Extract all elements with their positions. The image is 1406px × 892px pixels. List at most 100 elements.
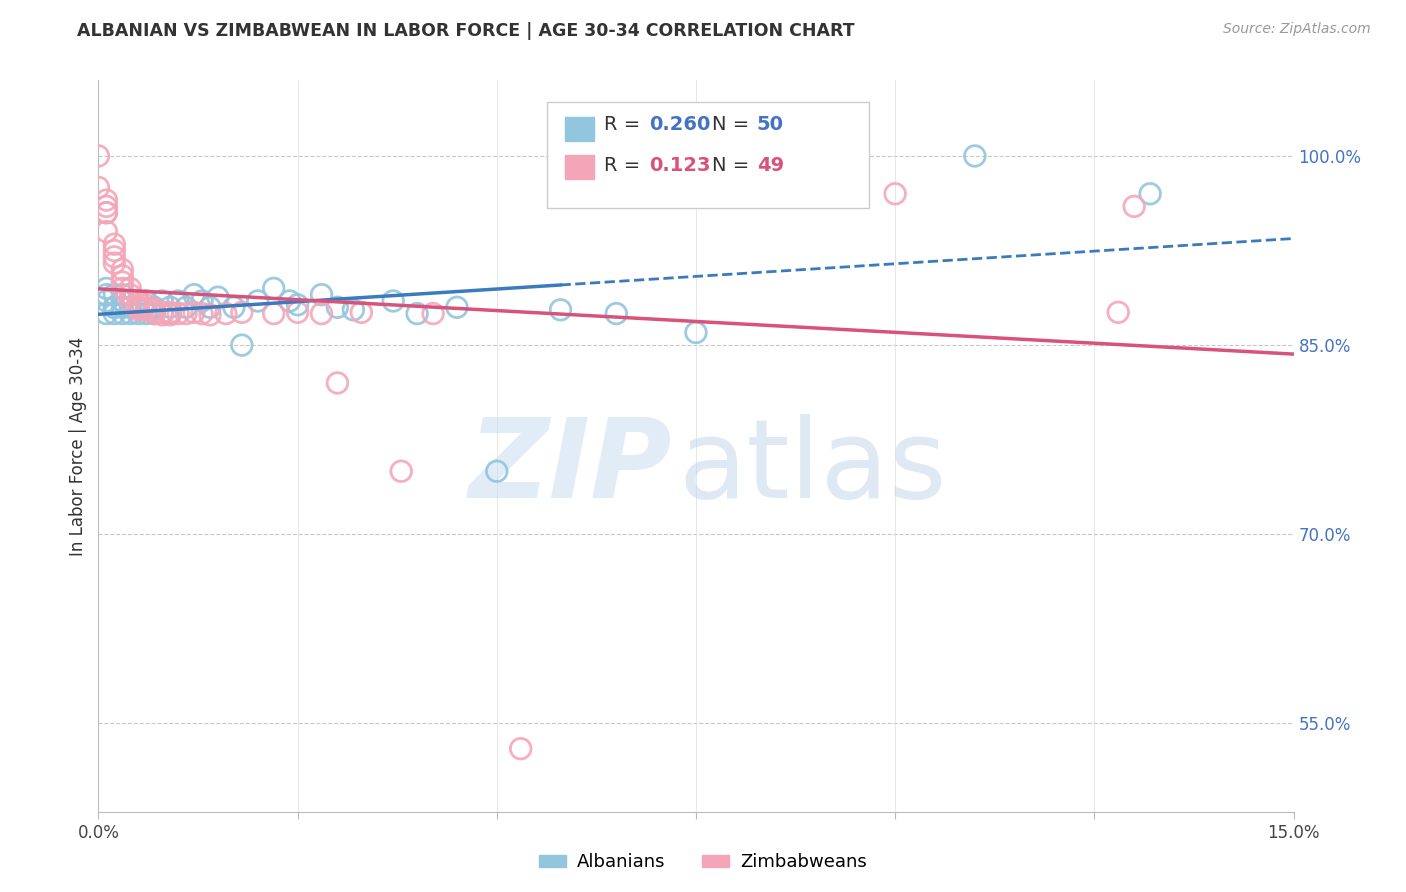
Point bbox=[111, 293, 134, 308]
Point bbox=[135, 302, 157, 317]
Point bbox=[120, 287, 142, 301]
Point bbox=[159, 305, 181, 319]
Point bbox=[287, 298, 309, 312]
Point bbox=[143, 307, 166, 321]
Point bbox=[198, 300, 221, 314]
Point bbox=[215, 307, 238, 321]
Point bbox=[111, 281, 134, 295]
Point bbox=[263, 307, 285, 321]
Point bbox=[96, 199, 118, 213]
Point bbox=[135, 298, 157, 312]
Point bbox=[143, 302, 166, 317]
Point bbox=[685, 326, 707, 340]
Point bbox=[127, 300, 149, 314]
Point bbox=[127, 293, 149, 308]
Point bbox=[96, 193, 118, 207]
Text: 0.260: 0.260 bbox=[650, 115, 711, 135]
Text: ZIP: ZIP bbox=[468, 415, 672, 522]
Point bbox=[406, 307, 429, 321]
Point bbox=[342, 302, 364, 317]
Point bbox=[167, 293, 190, 308]
Point bbox=[174, 300, 197, 314]
Point bbox=[96, 293, 118, 308]
Point bbox=[159, 307, 181, 321]
Point bbox=[120, 293, 142, 308]
Point bbox=[389, 464, 412, 478]
FancyBboxPatch shape bbox=[565, 117, 595, 141]
Point bbox=[111, 293, 134, 308]
Point bbox=[963, 149, 986, 163]
Y-axis label: In Labor Force | Age 30-34: In Labor Force | Age 30-34 bbox=[69, 336, 87, 556]
Point bbox=[159, 308, 181, 322]
Point bbox=[231, 305, 253, 319]
Point bbox=[143, 307, 166, 321]
Point bbox=[1139, 186, 1161, 201]
Point bbox=[382, 293, 405, 308]
Point bbox=[135, 307, 157, 321]
Point bbox=[183, 305, 205, 319]
Point bbox=[87, 180, 110, 194]
Point bbox=[103, 307, 125, 321]
Point bbox=[96, 307, 118, 321]
Point bbox=[183, 287, 205, 301]
Point bbox=[143, 300, 166, 314]
Point bbox=[278, 293, 301, 308]
Point bbox=[509, 741, 531, 756]
Point bbox=[120, 293, 142, 308]
Point bbox=[884, 186, 907, 201]
Point bbox=[111, 275, 134, 289]
Text: N =: N = bbox=[711, 115, 755, 135]
Point bbox=[103, 300, 125, 314]
Point bbox=[120, 281, 142, 295]
Point bbox=[167, 307, 190, 321]
Point bbox=[311, 287, 333, 301]
Point bbox=[96, 205, 118, 219]
Point bbox=[135, 293, 157, 308]
Point bbox=[111, 287, 134, 301]
Point bbox=[103, 237, 125, 252]
Point bbox=[127, 298, 149, 312]
Point bbox=[120, 307, 142, 321]
Point bbox=[191, 307, 214, 321]
Text: R =: R = bbox=[605, 115, 647, 135]
Point bbox=[103, 300, 125, 314]
Point bbox=[111, 307, 134, 321]
Point bbox=[87, 149, 110, 163]
FancyBboxPatch shape bbox=[565, 155, 595, 179]
Text: 0.123: 0.123 bbox=[650, 156, 711, 176]
Point bbox=[111, 300, 134, 314]
Point bbox=[485, 464, 508, 478]
Point bbox=[96, 205, 118, 219]
Point bbox=[103, 244, 125, 258]
Point bbox=[103, 250, 125, 264]
Point bbox=[422, 307, 444, 321]
Point bbox=[1123, 199, 1146, 213]
Point bbox=[222, 300, 245, 314]
Point bbox=[96, 225, 118, 239]
Point bbox=[326, 376, 349, 390]
Point bbox=[127, 293, 149, 308]
Point bbox=[96, 287, 118, 301]
Point bbox=[263, 281, 285, 295]
Point bbox=[111, 262, 134, 277]
Point bbox=[96, 281, 118, 295]
Point bbox=[311, 307, 333, 321]
Point bbox=[207, 290, 229, 304]
Point bbox=[326, 300, 349, 314]
Point bbox=[198, 308, 221, 322]
Text: 49: 49 bbox=[756, 156, 785, 176]
Point bbox=[287, 305, 309, 319]
Point bbox=[127, 300, 149, 314]
Point bbox=[174, 307, 197, 321]
Point bbox=[103, 256, 125, 270]
Text: R =: R = bbox=[605, 156, 647, 176]
FancyBboxPatch shape bbox=[547, 103, 869, 209]
Point bbox=[350, 305, 373, 319]
Point bbox=[1107, 305, 1129, 319]
Point bbox=[143, 302, 166, 317]
Point bbox=[150, 305, 173, 319]
Point bbox=[191, 293, 214, 308]
Text: N =: N = bbox=[711, 156, 755, 176]
Point bbox=[103, 287, 125, 301]
Text: atlas: atlas bbox=[678, 415, 946, 522]
